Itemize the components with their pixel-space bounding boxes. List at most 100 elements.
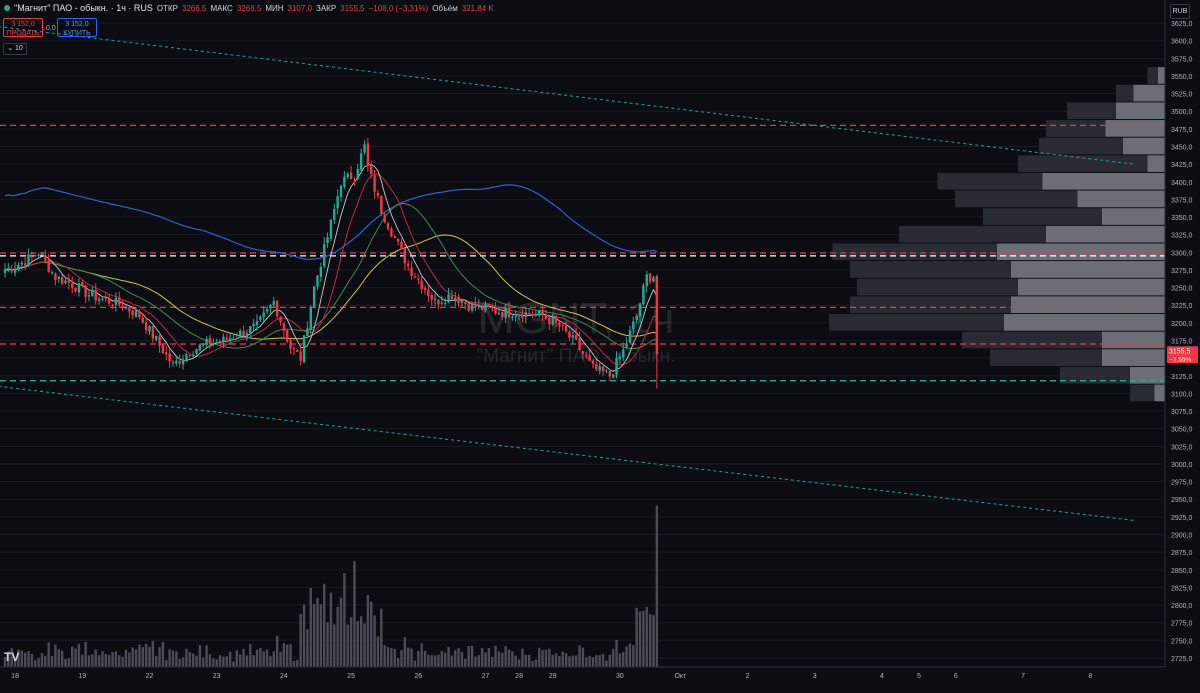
candle[interactable] <box>34 255 37 257</box>
candle[interactable] <box>470 303 474 311</box>
candle[interactable] <box>128 307 131 312</box>
candle[interactable] <box>252 323 255 327</box>
candle[interactable] <box>228 338 232 341</box>
candle[interactable] <box>386 223 390 229</box>
candle[interactable] <box>480 305 484 310</box>
candle[interactable] <box>417 278 420 280</box>
candle[interactable] <box>443 303 447 305</box>
candle[interactable] <box>628 330 632 343</box>
candle[interactable] <box>326 237 329 243</box>
candle[interactable] <box>27 254 30 266</box>
candle[interactable] <box>118 297 121 305</box>
candle[interactable] <box>151 325 155 339</box>
candle[interactable] <box>403 248 407 264</box>
candle[interactable] <box>255 321 259 325</box>
candle[interactable] <box>333 209 336 220</box>
candle[interactable] <box>57 276 60 280</box>
candle[interactable] <box>7 267 10 272</box>
candle[interactable] <box>282 322 286 331</box>
candle[interactable] <box>346 173 349 178</box>
candle[interactable] <box>134 310 138 317</box>
candle[interactable] <box>527 313 531 315</box>
candle[interactable] <box>410 267 413 276</box>
candle[interactable] <box>423 287 427 291</box>
candle[interactable] <box>3 270 7 273</box>
candle[interactable] <box>366 143 370 166</box>
candle[interactable] <box>514 315 517 317</box>
candle[interactable] <box>551 317 554 325</box>
candle[interactable] <box>339 186 343 197</box>
candle[interactable] <box>571 335 575 338</box>
candle[interactable] <box>202 343 205 346</box>
candle[interactable] <box>259 316 262 320</box>
candle[interactable] <box>648 273 652 282</box>
candle[interactable] <box>198 344 202 351</box>
candle[interactable] <box>155 336 158 340</box>
candle[interactable] <box>312 286 316 307</box>
candle[interactable] <box>299 351 302 361</box>
candle[interactable] <box>585 355 588 357</box>
candle[interactable] <box>114 297 118 305</box>
indicator-collapse-button[interactable]: ⌄ 10 <box>3 43 27 55</box>
candle[interactable] <box>524 312 527 317</box>
candle[interactable] <box>504 307 507 319</box>
candle[interactable] <box>349 172 353 180</box>
candle[interactable] <box>101 298 104 300</box>
candle[interactable] <box>222 336 225 343</box>
candle[interactable] <box>309 306 312 330</box>
candle[interactable] <box>316 275 319 287</box>
candle[interactable] <box>380 196 383 214</box>
candle[interactable] <box>447 294 450 303</box>
candle[interactable] <box>124 306 128 309</box>
candle[interactable] <box>81 282 84 286</box>
candle[interactable] <box>611 374 615 378</box>
candle[interactable] <box>638 303 642 317</box>
candle[interactable] <box>13 268 17 273</box>
candle[interactable] <box>161 344 165 354</box>
candle[interactable] <box>430 295 433 300</box>
candle[interactable] <box>67 280 71 283</box>
candle[interactable] <box>249 326 252 334</box>
candle[interactable] <box>319 266 323 277</box>
candle[interactable] <box>178 361 181 364</box>
candle[interactable] <box>212 343 215 345</box>
candle[interactable] <box>171 362 175 364</box>
candle[interactable] <box>242 330 245 337</box>
candle[interactable] <box>165 352 168 355</box>
candle[interactable] <box>501 312 504 318</box>
candle[interactable] <box>77 283 81 293</box>
candle[interactable] <box>97 298 101 301</box>
candle[interactable] <box>420 280 423 289</box>
candle[interactable] <box>74 287 77 292</box>
candle[interactable] <box>275 300 279 317</box>
candle[interactable] <box>433 298 437 300</box>
candle[interactable] <box>323 243 326 267</box>
candle[interactable] <box>181 359 185 365</box>
candle[interactable] <box>10 268 13 272</box>
candle[interactable] <box>655 275 659 355</box>
candle[interactable] <box>191 354 195 356</box>
candle[interactable] <box>457 297 460 304</box>
candle[interactable] <box>642 285 645 305</box>
candle[interactable] <box>353 179 356 181</box>
candle[interactable] <box>44 255 47 261</box>
candle[interactable] <box>20 262 23 265</box>
candle[interactable] <box>595 363 598 370</box>
candle[interactable] <box>235 337 239 340</box>
candle[interactable] <box>107 298 111 304</box>
candle[interactable] <box>87 295 91 297</box>
candle[interactable] <box>517 314 521 316</box>
candle[interactable] <box>575 334 578 340</box>
candle[interactable] <box>635 315 638 321</box>
candle[interactable] <box>427 289 430 296</box>
candle[interactable] <box>591 361 595 365</box>
candle[interactable] <box>568 331 571 338</box>
candle[interactable] <box>37 254 40 256</box>
candle[interactable] <box>464 302 467 305</box>
candle[interactable] <box>477 304 480 308</box>
buy-button[interactable]: 3 152,0 КУПИТЬ <box>57 18 97 37</box>
candle[interactable] <box>578 338 581 350</box>
candle[interactable] <box>148 325 151 332</box>
candle[interactable] <box>215 341 218 343</box>
